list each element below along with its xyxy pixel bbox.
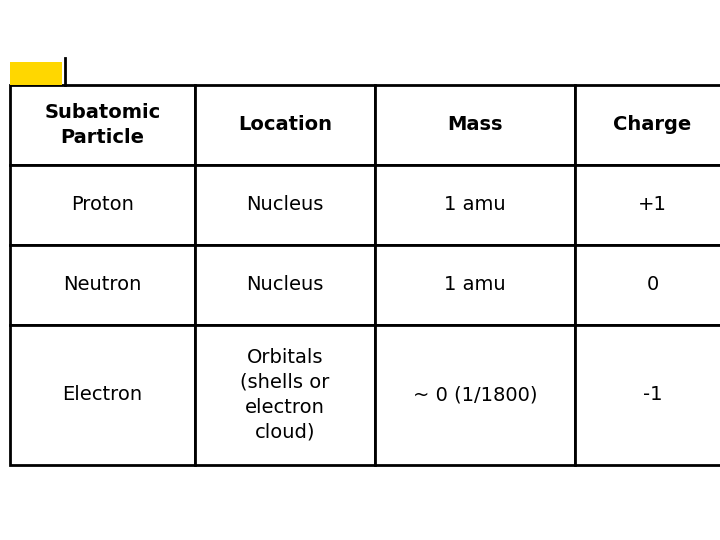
- Bar: [10, 325, 195, 465]
- Text: Charge: Charge: [613, 116, 692, 134]
- Text: Nucleus: Nucleus: [246, 275, 324, 294]
- Bar: [375, 325, 575, 465]
- Text: 0: 0: [647, 275, 659, 294]
- Bar: [195, 325, 375, 465]
- Text: Location: Location: [238, 116, 332, 134]
- Text: Subatomic
Particle: Subatomic Particle: [45, 103, 161, 147]
- Bar: [575, 245, 720, 325]
- Text: ~ 0 (1/1800): ~ 0 (1/1800): [413, 386, 537, 404]
- Bar: [10, 85, 195, 165]
- Text: -1: -1: [643, 386, 662, 404]
- Bar: [10, 62, 62, 85]
- Bar: [375, 165, 575, 245]
- Text: +1: +1: [638, 195, 667, 214]
- Bar: [195, 85, 375, 165]
- Text: Electron: Electron: [63, 386, 143, 404]
- Text: Neutron: Neutron: [63, 275, 142, 294]
- Bar: [195, 165, 375, 245]
- Bar: [10, 245, 195, 325]
- Bar: [575, 85, 720, 165]
- Bar: [575, 325, 720, 465]
- Text: Proton: Proton: [71, 195, 134, 214]
- Bar: [195, 245, 375, 325]
- Text: 1 amu: 1 amu: [444, 195, 506, 214]
- Text: Mass: Mass: [447, 116, 503, 134]
- Bar: [375, 85, 575, 165]
- Text: Nucleus: Nucleus: [246, 195, 324, 214]
- Bar: [10, 165, 195, 245]
- Text: 1 amu: 1 amu: [444, 275, 506, 294]
- Bar: [575, 165, 720, 245]
- Bar: [375, 245, 575, 325]
- Text: Orbitals
(shells or
electron
cloud): Orbitals (shells or electron cloud): [240, 348, 330, 442]
